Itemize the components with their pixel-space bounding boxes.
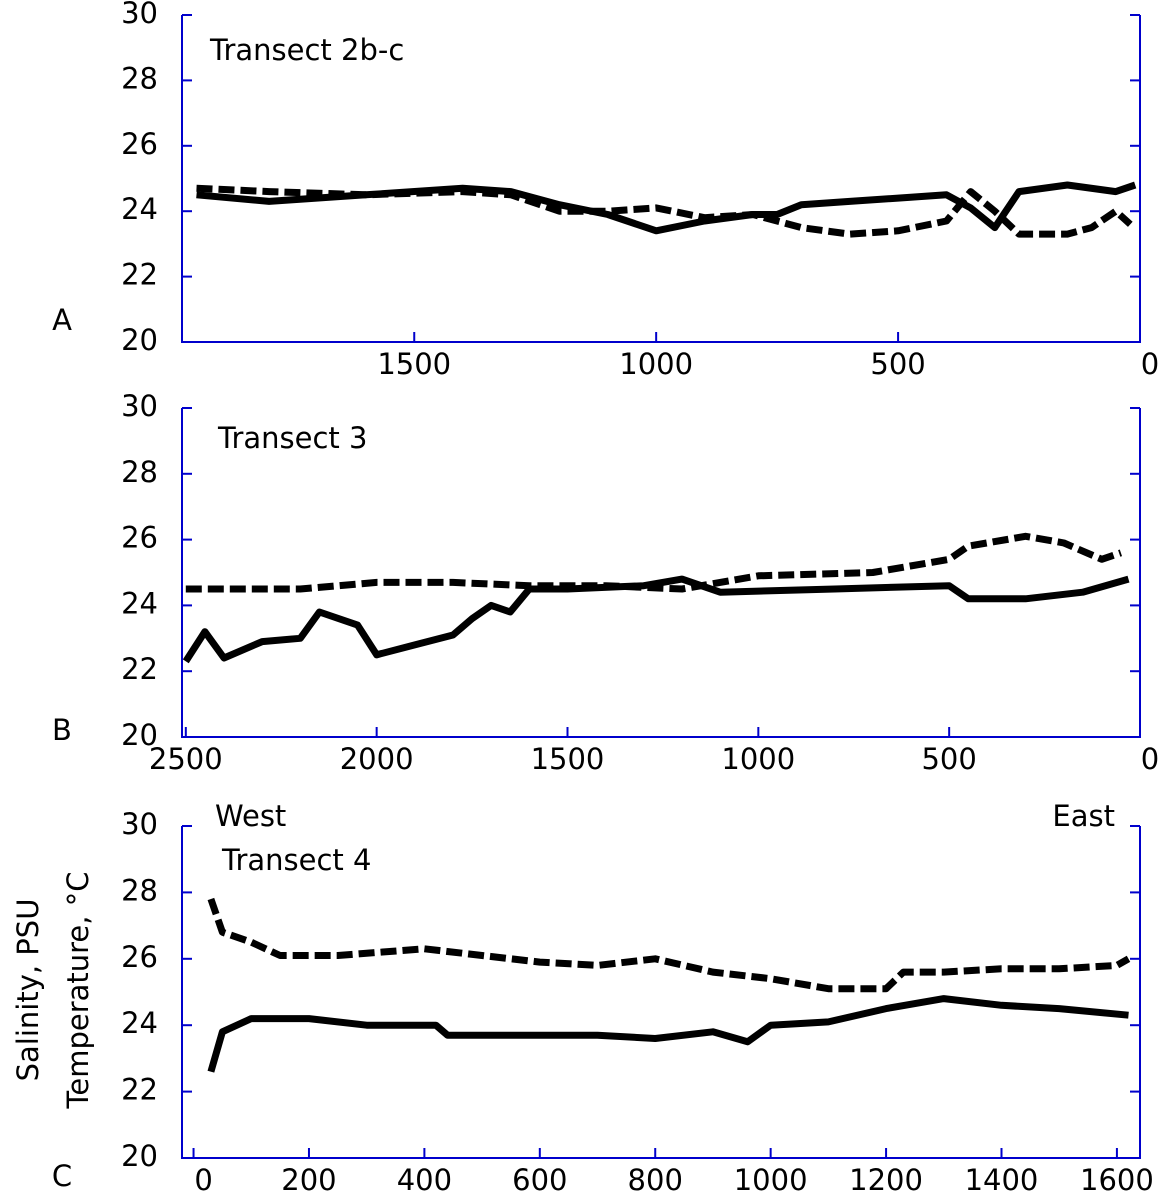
x-tick-label: 200 xyxy=(281,1163,336,1197)
x-tick-label: 1200 xyxy=(849,1163,923,1197)
y-axis-label: Salinity, PSU xyxy=(11,899,45,1082)
y-tick-label: 24 xyxy=(121,586,158,620)
axis-frame xyxy=(181,408,1141,738)
x-tick-label: 1500 xyxy=(531,742,605,776)
annotation: Transect 3 xyxy=(217,421,367,455)
annotation: East xyxy=(1052,799,1115,833)
data-line xyxy=(196,181,1137,235)
x-tick-label: 0 xyxy=(194,1163,212,1197)
x-tick-label: 400 xyxy=(397,1163,452,1197)
x-tick-label: 1500 xyxy=(377,347,451,381)
data-line xyxy=(182,575,1130,664)
data-line xyxy=(185,532,1123,593)
x-tick-label: 1000 xyxy=(721,742,795,776)
y-tick-label: 30 xyxy=(121,389,158,423)
y-tick-label: 20 xyxy=(121,323,158,357)
y-axis-label: Temperature, °C xyxy=(61,872,95,1110)
y-tick-label: 28 xyxy=(121,455,158,489)
annotation: Transect 2b-c xyxy=(209,33,404,67)
axis-frame xyxy=(181,15,1141,343)
annotation: West xyxy=(215,799,286,833)
x-tick-label: 2500 xyxy=(149,742,223,776)
y-tick-label: 22 xyxy=(121,1073,158,1107)
x-tick-label: 0 xyxy=(1141,742,1159,776)
y-tick-label: 22 xyxy=(121,652,158,686)
data-line xyxy=(207,995,1129,1073)
x-tick-label: 600 xyxy=(512,1163,567,1197)
y-tick-label: 30 xyxy=(121,0,158,30)
x-tick-label: 1400 xyxy=(965,1163,1039,1197)
x-tick-label: 800 xyxy=(628,1163,683,1197)
y-tick-label: 26 xyxy=(121,521,158,555)
axis-frame xyxy=(181,826,1141,1159)
x-tick-label: 1600 xyxy=(1080,1163,1154,1197)
x-tick-label: 1000 xyxy=(619,347,693,381)
y-tick-label: 22 xyxy=(121,258,158,292)
y-tick-label: 24 xyxy=(121,1006,158,1040)
y-tick-label: 20 xyxy=(121,1139,158,1173)
y-tick-label: 20 xyxy=(121,718,158,752)
y-tick-label: 24 xyxy=(121,192,158,226)
x-tick-label: 500 xyxy=(870,347,925,381)
y-tick-label: 26 xyxy=(121,940,158,974)
y-tick-label: 30 xyxy=(121,807,158,841)
panel-label: B xyxy=(52,713,72,747)
panel-label: A xyxy=(52,303,72,337)
panel-label: C xyxy=(52,1159,72,1193)
y-tick-label: 28 xyxy=(121,873,158,907)
annotation: Transect 4 xyxy=(221,843,371,877)
x-tick-label: 2000 xyxy=(340,742,414,776)
y-tick-label: 28 xyxy=(121,61,158,95)
data-line xyxy=(196,184,1133,238)
x-tick-label: 1000 xyxy=(734,1163,808,1197)
x-tick-label: 0 xyxy=(1141,347,1159,381)
y-tick-label: 26 xyxy=(121,127,158,161)
data-line xyxy=(207,897,1131,993)
x-tick-label: 500 xyxy=(921,742,976,776)
